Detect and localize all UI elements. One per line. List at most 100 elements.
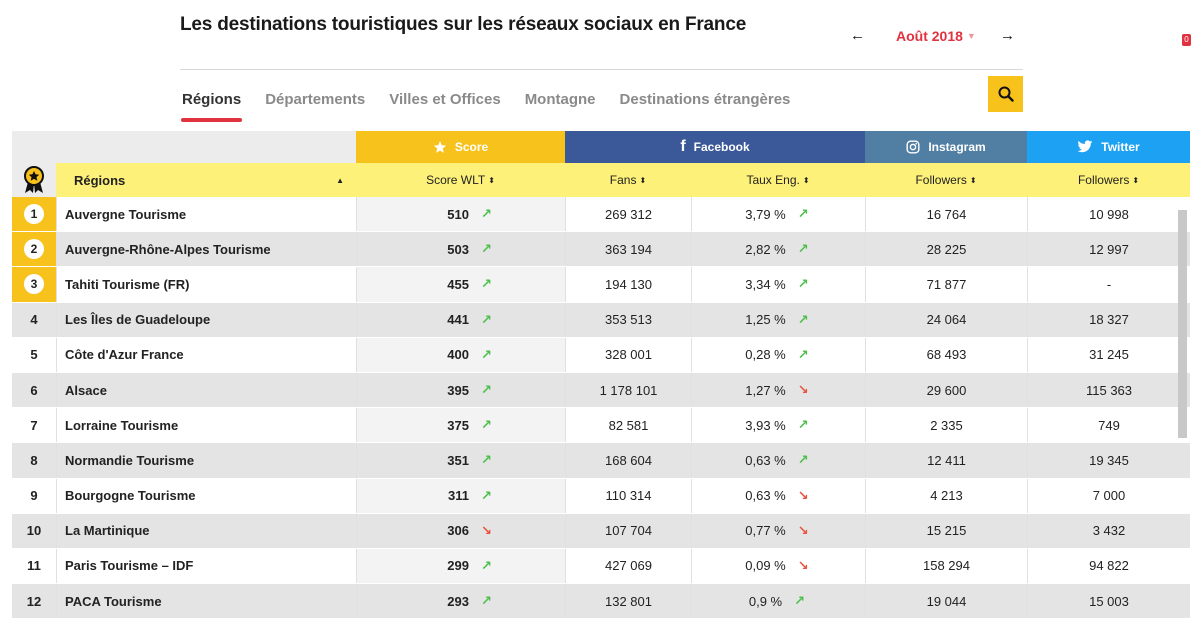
tab-regions[interactable]: Régions (180, 88, 243, 122)
table-row[interactable]: 8 Normandie Tourisme 351 ↗ 168 604 0,63 % ↗ 12 … (12, 443, 1190, 479)
sort-icon[interactable]: ⬍ (1132, 175, 1140, 185)
instagram-followers-header[interactable]: Followers ⬍ (865, 163, 1027, 197)
star-icon (433, 141, 446, 153)
region-name-cell[interactable]: PACA Tourisme (56, 584, 356, 619)
table-row[interactable]: 4 Les Îles de Guadeloupe 441 ↗ 353 513 1,25 %… (12, 302, 1190, 338)
ig-followers-value: 4 213 (930, 488, 963, 504)
taux-column-header[interactable]: Taux Eng. ⬍ (691, 163, 865, 197)
tw-followers-value: 749 (1098, 417, 1120, 433)
ig-followers-value: 29 600 (926, 382, 967, 398)
rank-number: 10 (26, 523, 42, 539)
tw-followers-value: 94 822 (1089, 558, 1129, 574)
region-name-cell[interactable]: Côte d'Azur France (56, 337, 356, 372)
top-rank-badge: 2 (12, 232, 56, 267)
instagram-followers-cell: 71 877 (865, 267, 1027, 302)
twitter-followers-header[interactable]: Followers ⬍ (1027, 163, 1190, 197)
region-name[interactable]: Les Îles de Guadeloupe (65, 312, 211, 328)
rank-cell: 3 (12, 267, 56, 302)
score-column-header[interactable]: Score WLT ⬍ (356, 163, 565, 197)
fans-column-header[interactable]: Fans ⬍ (565, 163, 691, 197)
region-name[interactable]: Alsace (65, 382, 107, 398)
score-cell: 395 ↗ (356, 372, 565, 408)
twitter-followers-cell: 94 822 (1027, 548, 1190, 584)
table-row[interactable]: 2 Auvergne-Rhône-Alpes Tourisme 503 ↗ 363 19… (12, 232, 1190, 268)
fans-value: 110 314 (605, 488, 652, 504)
taux-value: 3,93 % (745, 417, 786, 433)
trend-up-icon: ↗ (481, 206, 492, 222)
region-name-cell[interactable]: Normandie Tourisme (56, 443, 356, 478)
sort-asc-icon[interactable]: ▲ (336, 175, 344, 185)
table-row[interactable]: 5 Côte d'Azur France 400 ↗ 328 001 0,28 % ↗ 68 … (12, 337, 1190, 373)
twitter-followers-cell: 749 (1027, 408, 1190, 443)
table-row[interactable]: 9 Bourgogne Tourisme 311 ↗ 110 314 0,63 % ↘ 4 2… (12, 478, 1190, 514)
region-name[interactable]: Lorraine Tourisme (65, 417, 179, 433)
sort-icon[interactable]: ⬍ (802, 175, 810, 185)
region-name-cell[interactable]: Auvergne-Rhône-Alpes Tourisme (56, 232, 356, 267)
region-name-cell[interactable]: Tahiti Tourisme (FR) (56, 267, 356, 302)
region-name[interactable]: Tahiti Tourisme (FR) (65, 276, 190, 292)
region-name-cell[interactable]: Alsace (56, 372, 356, 408)
score-cell: 299 ↗ (356, 548, 565, 584)
instagram-followers-cell: 158 294 (865, 548, 1027, 584)
tab-montagne[interactable]: Montagne (524, 91, 596, 108)
trend-up-icon: ↗ (481, 452, 492, 468)
rank-cell: 10 (12, 514, 56, 548)
taux-cell: 0,63 % ↘ (691, 478, 865, 513)
table-scrollbar[interactable] (1178, 210, 1187, 438)
twitter-icon (1077, 140, 1093, 153)
fans-value: 194 130 (605, 276, 652, 292)
region-name-cell[interactable]: Bourgogne Tourisme (56, 478, 356, 513)
score-value: 293 (447, 593, 469, 609)
taux-value: 0,9 % (748, 593, 783, 609)
table-row[interactable]: 12 PACA Tourisme 293 ↗ 132 801 0,9 % ↗ 19 044 15… (12, 584, 1190, 620)
region-name-cell[interactable]: Paris Tourisme – IDF (56, 548, 356, 584)
notification-badge[interactable]: 0 (1182, 34, 1191, 46)
region-name[interactable]: La Martinique (65, 523, 150, 539)
twitter-followers-cell: 15 003 (1027, 584, 1190, 619)
region-name-cell[interactable]: Auvergne Tourisme (56, 197, 356, 232)
rank-cell: 9 (12, 479, 56, 513)
region-name[interactable]: Côte d'Azur France (65, 347, 184, 363)
tab-departements[interactable]: Départements (265, 91, 366, 108)
twitter-followers-cell: 12 997 (1027, 232, 1190, 267)
next-month-arrow-icon[interactable]: → (1000, 27, 1015, 44)
month-select[interactable]: Août 2018 ▼ (896, 26, 976, 46)
header-divider (180, 69, 1023, 70)
region-name-cell[interactable]: Les Îles de Guadeloupe (56, 302, 356, 337)
taux-cell: 0,28 % ↗ (691, 337, 865, 372)
rank-number: 6 (30, 382, 38, 398)
region-name[interactable]: Bourgogne Tourisme (65, 488, 196, 504)
rank-cell: 8 (12, 443, 56, 477)
table-row[interactable]: 11 Paris Tourisme – IDF 299 ↗ 427 069 0,09 % ↘… (12, 548, 1190, 585)
taux-value: 0,77 % (745, 523, 786, 539)
table-row[interactable]: 7 Lorraine Tourisme 375 ↗ 82 581 3,93 % ↗ 2 335… (12, 408, 1190, 444)
caret-down-icon: ▼ (966, 31, 976, 41)
region-name[interactable]: Paris Tourisme – IDF (65, 558, 194, 574)
prev-month-arrow-icon[interactable]: ← (850, 27, 865, 44)
table-row[interactable]: 10 La Martinique 306 ↘ 107 704 0,77 % ↘ 15 215 3… (12, 513, 1190, 549)
region-name[interactable]: Auvergne Tourisme (65, 206, 187, 222)
trend-up-icon: ↗ (481, 346, 492, 362)
search-button[interactable] (988, 76, 1023, 112)
tab-villes-et-offices[interactable]: Villes et Offices (389, 91, 501, 108)
table-row[interactable]: 6 Alsace 395 ↗ 1 178 101 1,27 % ↘ 29 600 115 363 (12, 372, 1190, 409)
region-name[interactable]: Auvergne-Rhône-Alpes Tourisme (65, 241, 271, 257)
group-header-twitter: Twitter (1027, 131, 1190, 163)
group-header-facebook: f Facebook (565, 131, 865, 163)
sort-icon[interactable]: ⬍ (639, 175, 647, 185)
tab-destinations-etrangeres[interactable]: Destinations étrangères (619, 91, 791, 108)
region-name-cell[interactable]: La Martinique (56, 513, 356, 548)
fans-cell: 363 194 (565, 232, 691, 267)
sort-icon[interactable]: ⬍ (488, 175, 495, 185)
region-name-cell[interactable]: Lorraine Tourisme (56, 408, 356, 443)
region-column-header[interactable]: Régions ▲ (56, 163, 356, 197)
ranking-table: Score f Facebook Instagram Twitter Régio… (12, 131, 1190, 620)
region-name[interactable]: Normandie Tourisme (65, 452, 195, 468)
tw-followers-value: 115 363 (1085, 382, 1133, 398)
rank-number: 9 (30, 488, 38, 504)
table-row[interactable]: 1 Auvergne Tourisme 510 ↗ 269 312 3,79 % ↗ 16 7… (12, 197, 1190, 233)
region-name[interactable]: PACA Tourisme (65, 593, 162, 609)
sort-icon[interactable]: ⬍ (969, 175, 977, 185)
score-value: 375 (447, 417, 469, 433)
table-row[interactable]: 3 Tahiti Tourisme (FR) 455 ↗ 194 130 3,34 % ↗ 7… (12, 267, 1190, 303)
